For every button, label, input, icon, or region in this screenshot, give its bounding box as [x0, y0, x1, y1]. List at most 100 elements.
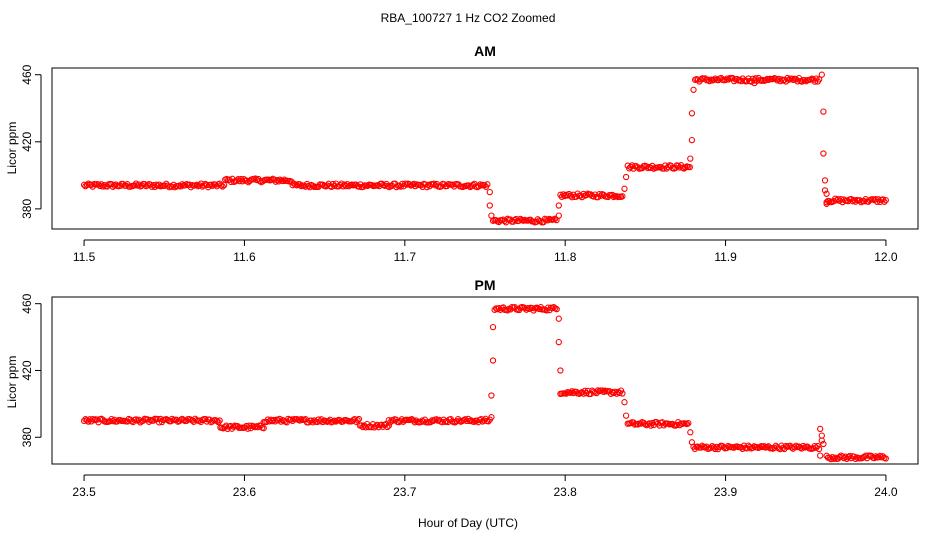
pm-panel: PM Licor ppm 23.5 23.6 23.7 23.8 23.9 24.0 380… — [5, 277, 919, 499]
pm-y-tick-label: 460 — [20, 293, 34, 313]
am-data-point — [196, 182, 203, 189]
am-data-point — [83, 181, 91, 189]
pm-transition-point — [555, 315, 562, 322]
am-data-point — [256, 177, 263, 185]
figure-title: RBA_100727 1 Hz CO2 Zoomed — [381, 11, 556, 25]
pm-data-point — [637, 420, 644, 427]
x-axis-label: Hour of Day (UTC) — [418, 516, 518, 530]
am-data-point — [218, 182, 225, 189]
am-data-point — [465, 182, 472, 189]
pm-transition-point — [817, 452, 824, 459]
am-data-point — [833, 197, 840, 204]
pm-data-point — [329, 418, 337, 425]
am-data-point — [227, 178, 235, 186]
pm-transition-point — [488, 414, 495, 421]
pm-transition-point — [622, 412, 630, 419]
pm-x-tick-label: 24.0 — [874, 485, 898, 499]
am-data-point — [122, 182, 130, 189]
pm-data-point — [800, 442, 807, 450]
pm-x-tick-label: 23.5 — [72, 485, 96, 499]
am-transition-point — [486, 202, 493, 209]
am-data-point — [207, 181, 215, 188]
pm-transition-point — [818, 437, 825, 444]
am-data-point — [309, 182, 316, 189]
am-data-point — [813, 75, 820, 82]
am-data-point — [337, 181, 344, 189]
pm-data-point — [830, 455, 837, 462]
pm-data-point — [80, 417, 88, 425]
am-transition-point — [555, 212, 562, 219]
am-data-point — [706, 77, 713, 85]
pm-data-point — [480, 417, 488, 424]
pm-data-point — [860, 453, 868, 461]
am-data-point — [511, 216, 518, 224]
am-transition-point — [622, 173, 630, 181]
am-data-point — [619, 193, 626, 200]
am-data-point — [785, 76, 793, 83]
pm-axis-ticks: 23.5 23.6 23.7 23.8 23.9 24.0 380 420 460 — [20, 293, 898, 499]
am-data-point — [801, 77, 808, 84]
am-data-point — [360, 183, 367, 190]
am-data-point — [179, 181, 186, 188]
pm-data-point — [845, 454, 852, 461]
am-transition-point — [818, 71, 825, 78]
am-points — [80, 71, 889, 226]
pm-transition-point — [817, 425, 824, 433]
pm-data-point — [610, 389, 617, 397]
am-transition-point — [820, 150, 827, 157]
am-data-point — [134, 182, 141, 189]
am-data-point — [634, 164, 641, 171]
am-x-tick-label: 11.7 — [394, 250, 417, 264]
pm-data-point — [83, 417, 91, 424]
pm-data-point — [707, 444, 714, 451]
pm-data-point — [836, 453, 843, 461]
am-data-point — [425, 181, 432, 188]
am-data-point — [406, 181, 413, 188]
am-data-point — [417, 182, 425, 189]
pm-x-tick-label: 23.8 — [554, 485, 578, 499]
am-data-point — [567, 192, 574, 199]
am-data-point — [816, 76, 823, 83]
am-data-point — [686, 163, 693, 171]
am-data-point — [293, 182, 301, 189]
pm-data-point — [570, 389, 577, 397]
am-transition-point — [687, 155, 694, 162]
am-data-point — [132, 180, 140, 187]
am-data-point — [710, 76, 717, 83]
am-data-point — [85, 180, 92, 187]
am-data-point — [628, 162, 636, 169]
pm-transition-point — [557, 367, 564, 374]
am-plot-frame — [51, 67, 919, 230]
am-data-point — [181, 182, 189, 189]
am-y-axis-label: Licor ppm — [5, 122, 19, 175]
am-data-point — [697, 76, 705, 83]
pm-data-point — [372, 423, 379, 430]
pm-data-point — [871, 454, 878, 462]
am-data-point — [597, 192, 604, 199]
am-data-point — [784, 74, 791, 82]
pm-transition-point — [820, 440, 827, 448]
am-x-tick-label: 11.8 — [554, 250, 577, 264]
pm-data-point — [164, 416, 171, 424]
am-data-point — [788, 75, 795, 82]
pm-data-point — [504, 307, 511, 314]
pm-data-point — [354, 417, 361, 424]
am-data-point — [154, 182, 161, 189]
pm-data-point — [325, 417, 332, 425]
am-data-point — [762, 76, 769, 84]
am-data-point — [223, 175, 230, 183]
am-transition-point — [823, 200, 830, 207]
am-data-point — [111, 182, 118, 189]
pm-data-point — [209, 418, 216, 425]
am-transition-point — [690, 86, 697, 93]
pm-data-point — [495, 304, 503, 312]
pm-data-point — [362, 424, 369, 431]
pm-data-point — [359, 423, 366, 431]
am-data-point — [305, 182, 312, 190]
pm-transition-point — [489, 357, 497, 364]
am-y-tick-label: 420 — [20, 131, 34, 151]
am-data-point — [403, 181, 410, 188]
pm-data-point — [244, 425, 251, 432]
am-data-point — [155, 181, 163, 188]
am-axis-ticks: 11.5 11.6 11.7 11.8 11.9 12.0 380 420 460 — [20, 64, 898, 264]
